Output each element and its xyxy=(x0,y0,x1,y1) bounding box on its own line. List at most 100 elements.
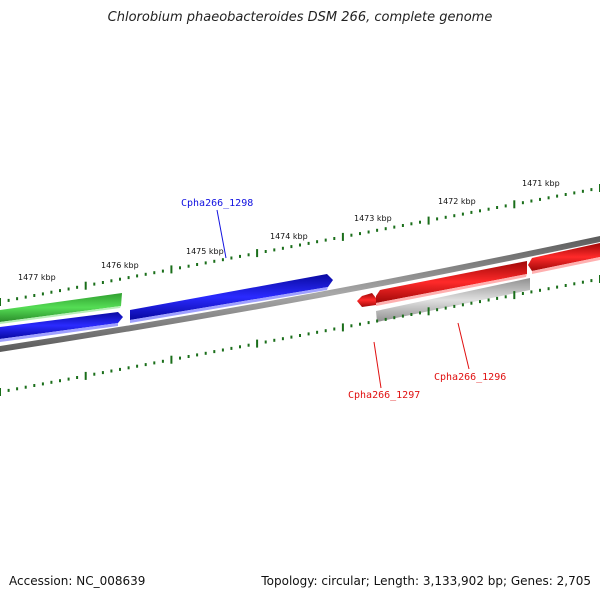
inner-ruler-minor-tick xyxy=(247,343,250,347)
outer-ruler-minor-tick xyxy=(444,215,447,219)
inner-ruler-minor-tick xyxy=(487,298,490,302)
outer-ruler-major-tick xyxy=(0,298,1,306)
blue-gene-1298-highlight xyxy=(130,287,328,323)
outer-ruler-minor-tick xyxy=(324,238,327,242)
outer-ruler-minor-tick xyxy=(161,269,164,273)
blue-gene-left-highlight xyxy=(0,323,118,342)
outer-ruler-minor-tick xyxy=(204,261,207,265)
outer-ruler-minor-tick xyxy=(230,256,233,260)
inner-ruler-minor-tick xyxy=(333,327,336,331)
outer-ruler-minor-tick xyxy=(153,271,156,275)
outer-ruler-minor-tick xyxy=(67,287,70,291)
inner-ruler-minor-tick xyxy=(590,279,593,283)
outer-ruler-minor-tick xyxy=(376,228,379,232)
outer-ruler-minor-tick xyxy=(461,212,464,216)
grey-gene-feature[interactable] xyxy=(376,278,530,322)
outer-ruler-minor-tick xyxy=(119,277,121,281)
inner-ruler-major-tick xyxy=(256,339,259,348)
inner-ruler-major-tick xyxy=(427,307,430,316)
inner-ruler-minor-tick xyxy=(196,353,199,357)
outer-ruler-minor-tick xyxy=(247,253,250,257)
green-gene-feature[interactable] xyxy=(0,293,122,322)
inner-ruler-minor-tick xyxy=(16,387,19,391)
inner-ruler-minor-tick xyxy=(41,382,44,386)
red-gene-feature-1296[interactable] xyxy=(376,261,527,303)
inner-ruler-minor-tick xyxy=(179,356,181,360)
outer-ruler-minor-tick xyxy=(16,297,19,301)
inner-ruler-minor-tick xyxy=(76,376,79,379)
outer-ruler-minor-tick xyxy=(76,285,79,289)
tick-label-1471: 1471 kbp xyxy=(522,179,560,188)
outer-ruler-minor-tick xyxy=(33,294,36,297)
outer-ruler-minor-tick xyxy=(221,258,224,262)
outer-ruler-minor-tick xyxy=(350,233,353,237)
inner-ruler-minor-tick xyxy=(230,346,233,350)
red-gene-feature-1297[interactable] xyxy=(357,293,376,307)
inner-ruler-major-tick xyxy=(170,355,173,364)
outer-ruler-minor-tick xyxy=(41,292,44,296)
red-gene-1296-highlight xyxy=(376,274,527,306)
outer-ruler-minor-tick xyxy=(367,230,370,234)
outer-ruler-major-tick xyxy=(170,265,173,274)
red-gene-right-highlight xyxy=(532,257,600,274)
inner-ruler xyxy=(0,275,600,396)
inner-ruler-major-tick xyxy=(0,388,1,396)
inner-ruler-minor-tick xyxy=(290,335,293,339)
inner-ruler-major-tick xyxy=(341,323,344,332)
inner-ruler-minor-tick xyxy=(410,313,413,316)
map-title: Chlorobium phaeobacteroides DSM 266, com… xyxy=(107,10,493,25)
outer-ruler-minor-tick xyxy=(59,289,61,293)
inner-ruler-minor-tick xyxy=(281,337,284,341)
outer-ruler-minor-tick xyxy=(539,197,541,201)
inner-ruler-minor-tick xyxy=(564,284,567,287)
outer-ruler-minor-tick xyxy=(573,191,576,195)
outer-ruler-minor-tick xyxy=(564,193,567,196)
inner-ruler-minor-tick xyxy=(144,363,147,367)
inner-ruler-minor-tick xyxy=(299,334,301,337)
inner-ruler-minor-tick xyxy=(359,322,361,326)
outer-ruler-minor-tick xyxy=(436,217,439,221)
accession-text: Accession: NC_008639 xyxy=(9,574,146,588)
inner-ruler-major-tick xyxy=(513,291,516,300)
inner-ruler-minor-tick xyxy=(521,292,524,295)
outer-ruler-minor-tick xyxy=(333,237,336,240)
inner-ruler-minor-tick xyxy=(496,296,499,300)
inner-ruler-minor-tick xyxy=(539,288,541,292)
outer-ruler-minor-tick xyxy=(419,220,421,224)
inner-ruler-minor-tick xyxy=(470,301,473,305)
inner-ruler-minor-tick xyxy=(547,287,550,291)
gene-label-cpha266-1297[interactable]: Cpha266_1297 xyxy=(348,390,420,401)
outer-ruler-minor-tick xyxy=(590,188,593,192)
inner-ruler-minor-tick xyxy=(204,351,207,355)
gene-label-cpha266-1296[interactable]: Cpha266_1296 xyxy=(434,372,506,383)
gene-label-cpha266-1298[interactable]: Cpha266_1298 xyxy=(181,198,253,209)
outer-ruler-major-tick xyxy=(84,281,87,290)
blue-gene-feature-left[interactable] xyxy=(0,312,123,339)
genome-backbone xyxy=(0,236,600,352)
tick-label-1474: 1474 kbp xyxy=(270,232,308,241)
outer-ruler-minor-tick xyxy=(24,295,27,299)
outer-ruler-major-tick xyxy=(256,249,259,258)
inner-ruler-minor-tick xyxy=(367,321,370,325)
outer-ruler-minor-tick xyxy=(93,282,96,286)
tick-label-1475: 1475 kbp xyxy=(186,247,224,256)
inner-ruler-minor-tick xyxy=(136,364,139,368)
inner-ruler-minor-tick xyxy=(161,359,164,363)
outer-ruler-minor-tick xyxy=(290,245,293,249)
red-gene-feature-right[interactable] xyxy=(528,243,600,271)
inner-ruler-minor-tick xyxy=(436,308,439,312)
tick-label-1476: 1476 kbp xyxy=(101,261,139,270)
outer-ruler-minor-tick xyxy=(530,199,533,203)
inner-ruler-minor-tick xyxy=(581,280,584,284)
inner-ruler-minor-tick xyxy=(59,379,61,383)
outer-ruler-minor-tick xyxy=(556,194,559,198)
blue-gene-feature-1298[interactable] xyxy=(130,274,333,320)
outer-ruler-minor-tick xyxy=(239,254,241,258)
inner-ruler-minor-tick xyxy=(530,290,533,294)
inner-ruler-minor-tick xyxy=(393,316,396,320)
outer-ruler-minor-tick xyxy=(316,240,319,244)
outer-ruler-minor-tick xyxy=(187,264,190,268)
outer-ruler-minor-tick xyxy=(144,272,147,276)
inner-ruler-minor-tick xyxy=(187,355,190,358)
